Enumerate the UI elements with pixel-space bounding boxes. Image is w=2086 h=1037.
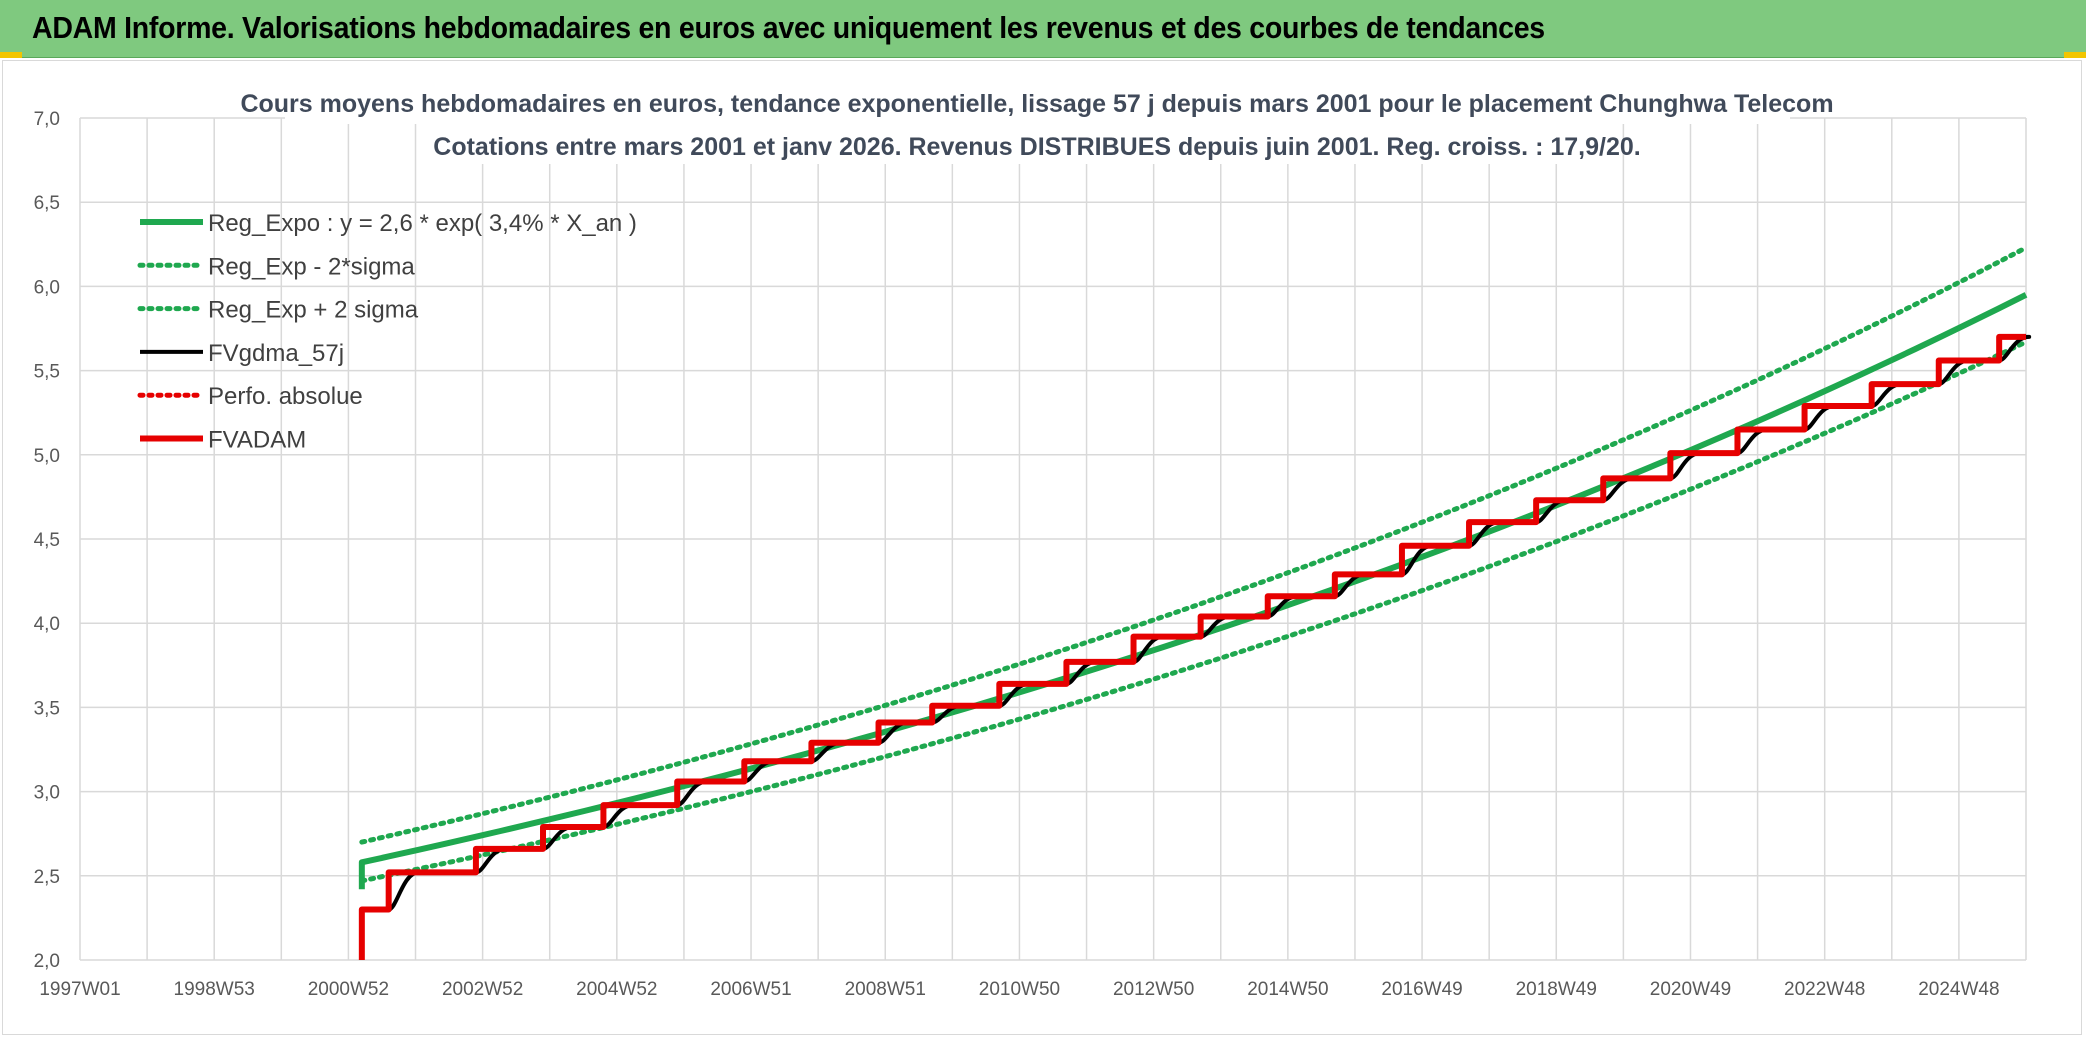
legend-label: Perfo. absolue (208, 383, 363, 410)
x-tick-label: 2016W49 (1381, 979, 1462, 1000)
x-tick-label: 2022W48 (1784, 979, 1865, 1000)
subtitle-background (465, 124, 1610, 164)
legend-label: FVADAM (208, 427, 306, 454)
y-tick-label: 5,5 (34, 362, 60, 383)
y-tick-label: 7,0 (34, 109, 60, 130)
x-tick-label: 2020W49 (1650, 979, 1731, 1000)
x-tick-label: 2024W48 (1918, 979, 1999, 1000)
y-tick-label: 2,5 (34, 867, 60, 888)
x-tick-label: 2010W50 (979, 979, 1060, 1000)
x-tick-label: 2018W49 (1516, 979, 1597, 1000)
x-tick-label: 2012W50 (1113, 979, 1194, 1000)
x-tick-label: 2002W52 (442, 979, 523, 1000)
y-tick-label: 5,0 (34, 446, 60, 467)
page-title: ADAM Informe. Valorisations hebdomadaire… (32, 10, 1545, 45)
chart-subtitle: Cotations entre mars 2001 et janv 2026. … (433, 133, 1640, 161)
legend-label: Reg_Exp - 2*sigma (208, 253, 415, 280)
chart-tick-labels: 2,0 2,5 3,0 3,5 4,0 4,5 5,0 5,5 6,0 6,5 7,0 1997W01… (34, 109, 2000, 1000)
x-tick-label: 1997W01 (39, 979, 120, 1000)
header-banner: ADAM Informe. Valorisations hebdomadaire… (0, 0, 2086, 58)
series-line (358, 292, 2028, 890)
chart-frame (2, 60, 2082, 1035)
x-tick-label: 2000W52 (308, 979, 389, 1000)
legend-label: Reg_Exp + 2 sigma (208, 297, 419, 324)
chart-series (358, 245, 2032, 960)
x-tick-label: 2004W52 (576, 979, 657, 1000)
y-tick-label: 2,0 (34, 951, 60, 972)
series-line (359, 245, 2029, 845)
series-line (359, 339, 2029, 884)
title-background (285, 86, 1790, 124)
x-tick-label: 1998W53 (174, 979, 255, 1000)
chart-title: Cours moyens hebdomadaires en euros, ten… (240, 90, 1833, 118)
y-tick-label: 3,5 (34, 698, 60, 719)
y-tick-label: 3,0 (34, 783, 60, 804)
legend-label: Reg_Expo : y = 2,6 * exp( 3,4% * X_an ) (208, 210, 637, 237)
y-tick-label: 4,5 (34, 530, 60, 551)
legend-label: FVgdma_57j (208, 340, 344, 367)
y-tick-label: 6,5 (34, 193, 60, 214)
chart-legend: Reg_Expo : y = 2,6 * exp( 3,4% * X_an ) R… (137, 210, 637, 454)
chart-grid (79, 117, 2027, 961)
x-tick-label: 2014W50 (1247, 979, 1328, 1000)
y-tick-label: 6,0 (34, 277, 60, 298)
y-tick-label: 4,0 (34, 614, 60, 635)
x-tick-label: 2008W51 (845, 979, 926, 1000)
chart-titles: Cours moyens hebdomadaires en euros, ten… (240, 86, 1834, 164)
corner-accent-right (2064, 52, 2086, 58)
series-line (358, 333, 2026, 960)
x-tick-label: 2006W51 (710, 979, 791, 1000)
corner-accent-left (0, 52, 22, 58)
